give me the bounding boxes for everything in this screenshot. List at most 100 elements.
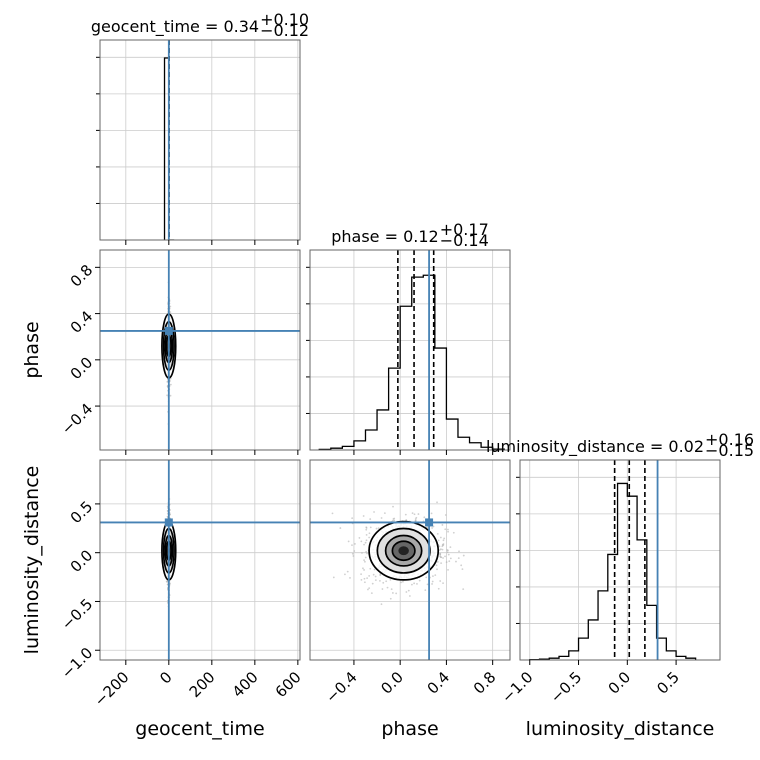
sample-point <box>434 574 437 577</box>
sample-point <box>435 564 438 567</box>
sample-point <box>457 557 460 560</box>
sample-point <box>439 580 442 582</box>
panel-title-text: luminosity_distance = 0.02 <box>486 437 704 457</box>
panel-title-plus: +0.10 <box>260 10 309 29</box>
sample-point <box>368 575 371 577</box>
panel-title-geocent_time: geocent_time = 0.34 +0.10−0.12 <box>91 10 309 40</box>
panel-frame <box>309 459 511 661</box>
sample-point <box>363 569 365 571</box>
panel-title-minus: −0.15 <box>705 441 754 460</box>
sample-point <box>365 533 368 536</box>
sample-point <box>395 592 398 595</box>
panel-title-plus: +0.16 <box>705 430 754 449</box>
sample-point <box>393 519 396 522</box>
sample-point <box>391 592 394 594</box>
sample-point <box>408 595 411 597</box>
x-tick-label: −0.4 <box>322 668 360 706</box>
y-tick-label: 0.0 <box>67 353 97 383</box>
sample-point <box>460 564 463 567</box>
sample-point <box>363 559 365 562</box>
sample-point <box>339 527 342 529</box>
sample-point <box>369 526 372 529</box>
sample-point <box>441 545 444 548</box>
sample-point <box>353 550 356 552</box>
sample-point <box>443 537 446 540</box>
sample-point <box>426 583 429 586</box>
sample-point <box>442 582 444 585</box>
sample-point <box>374 575 377 578</box>
sample-point <box>415 516 418 519</box>
sample-point <box>389 578 392 581</box>
panel-title-minus: −0.12 <box>260 21 309 40</box>
x-tick-label: 0.8 <box>470 668 500 698</box>
sample-point <box>400 581 403 584</box>
sample-point <box>363 581 366 584</box>
sample-point <box>416 583 418 585</box>
sample-point <box>351 517 354 520</box>
density-level <box>398 546 409 556</box>
y-tick-label: −1.0 <box>58 644 96 682</box>
sample-point <box>449 557 452 560</box>
sample-point <box>448 560 451 563</box>
sample-point <box>379 573 382 576</box>
sample-point <box>331 512 334 515</box>
sample-point <box>438 545 441 548</box>
sample-point <box>363 577 366 580</box>
sample-point <box>441 524 444 526</box>
x-axis-label-phase: phase <box>381 718 438 740</box>
sample-point <box>445 561 448 564</box>
sample-point <box>365 539 368 542</box>
sample-point <box>364 556 367 559</box>
sample-point <box>373 511 375 513</box>
sample-point <box>462 554 465 557</box>
sample-point <box>385 580 388 583</box>
sample-point <box>382 581 385 584</box>
sample-point <box>358 537 361 539</box>
sample-point <box>407 589 410 592</box>
sample-point <box>458 550 460 553</box>
panel-geocent_time-vs-luminosity_distance <box>100 460 300 660</box>
sample-point <box>166 380 169 383</box>
x-tick-label: 0.5 <box>653 668 683 698</box>
sample-point <box>432 575 434 578</box>
sample-point <box>374 579 377 582</box>
sample-point <box>431 580 434 583</box>
sample-point <box>392 505 394 508</box>
sample-point <box>440 556 443 559</box>
sample-point <box>332 576 335 579</box>
panel-title-luminosity_distance: luminosity_distance = 0.02 +0.16−0.15 <box>486 430 754 460</box>
sample-point <box>366 577 369 579</box>
sample-point <box>386 586 389 589</box>
sample-point <box>444 528 447 531</box>
sample-point <box>438 549 441 551</box>
sample-point <box>423 516 426 519</box>
sample-point <box>391 520 394 522</box>
sample-point <box>413 513 416 516</box>
sample-point <box>367 588 369 591</box>
sample-point <box>436 501 438 504</box>
panel-title-phase: phase = 0.12 +0.17−0.14 <box>331 220 489 250</box>
y-tick-label: −0.5 <box>58 595 96 633</box>
sample-point <box>169 305 172 308</box>
y-tick-label: 0.0 <box>67 546 97 576</box>
sample-point <box>169 383 172 386</box>
sample-point <box>411 583 413 586</box>
sample-point <box>442 557 444 559</box>
sample-point <box>344 573 346 576</box>
x-tick-label: 400 <box>229 668 262 701</box>
sample-point <box>439 553 442 555</box>
x-tick-label: 200 <box>186 668 219 701</box>
sample-point <box>430 512 433 515</box>
x-tick-label: 0.4 <box>424 668 454 698</box>
sample-point <box>425 576 428 579</box>
sample-point <box>449 546 452 549</box>
sample-point <box>351 544 353 547</box>
sample-point <box>369 518 372 520</box>
panel-frame <box>309 249 511 451</box>
y-tick-label: 0.5 <box>67 498 97 528</box>
y-axis-label-luminosity_distance: luminosity_distance <box>21 466 43 655</box>
sample-point <box>431 583 433 585</box>
sample-point <box>361 552 363 554</box>
sample-point <box>411 512 414 515</box>
